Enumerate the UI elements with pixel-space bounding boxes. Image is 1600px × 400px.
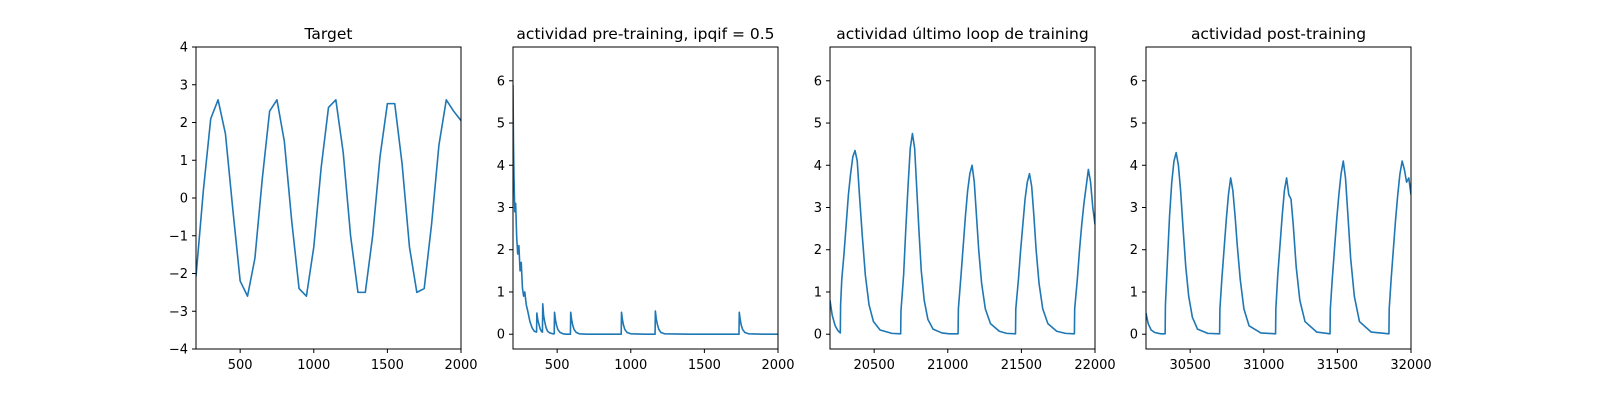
- y-tick-label: 3: [814, 201, 822, 216]
- y-tick-label: 0: [1130, 328, 1138, 343]
- y-tick-label: 2: [1130, 243, 1138, 258]
- y-tick-label: 1: [814, 285, 822, 300]
- x-tick-label: 500: [545, 358, 570, 373]
- y-tick-label: 2: [497, 243, 505, 258]
- chart-panel-2: 500 1000 1500 2000 0 1 2 3 4 5 6 actividad pre-trai…: [497, 25, 795, 373]
- y-tick-label: −3: [169, 305, 188, 320]
- y-tick-label: 3: [180, 78, 188, 93]
- y-tick-label: 6: [814, 74, 822, 89]
- axes-frame: [829, 46, 1096, 350]
- x-tick-label: 2000: [444, 358, 477, 373]
- y-tick-label: 1: [1130, 285, 1138, 300]
- series-line-1: [1146, 151, 1411, 335]
- chart-panel-1: 500 1000 1500 2000 −4 −3 −2 −1 0 1 2 3 4 Target: [169, 25, 478, 373]
- y-tick-label: 1: [497, 285, 505, 300]
- y-tick-label: 5: [814, 117, 822, 132]
- x-tick-label: 31000: [1243, 358, 1284, 373]
- y-tick-label: 4: [814, 159, 822, 174]
- y-tick-label: 0: [497, 328, 505, 343]
- y-tick-label: 2: [814, 243, 822, 258]
- x-tick-label: 30500: [1169, 358, 1210, 373]
- x-tick-label: 31500: [1317, 358, 1358, 373]
- chart-title: actividad último loop de training: [836, 25, 1088, 43]
- axes-frame: [512, 46, 779, 350]
- axes-frame: [1145, 46, 1412, 350]
- y-tick-label: 0: [814, 328, 822, 343]
- chart-panel-4: 30500 31000 31500 32000 0 1 2 3 4 5 6 actividad pos…: [1130, 25, 1432, 373]
- chart-title: actividad post-training: [1191, 25, 1366, 43]
- series-line-1: [513, 85, 778, 336]
- y-tick-label: 1: [180, 154, 188, 169]
- axes-frame: [195, 46, 462, 350]
- x-tick-label: 2000: [761, 358, 794, 373]
- chart-title: Target: [304, 25, 353, 43]
- chart-panel-3: 20500 21000 21500 22000 0 1 2 3 4 5 6 actividad últ…: [814, 25, 1116, 373]
- x-tick-label: 1500: [688, 358, 721, 373]
- x-tick-label: 1000: [297, 358, 330, 373]
- x-tick-label: 500: [228, 358, 253, 373]
- y-tick-label: 0: [180, 192, 188, 207]
- y-tick-label: 5: [497, 117, 505, 132]
- y-tick-label: 3: [497, 201, 505, 216]
- y-tick-label: 4: [497, 159, 505, 174]
- series-line-1: [196, 99, 461, 297]
- y-tick-label: −4: [169, 343, 188, 358]
- y-tick-label: −1: [169, 229, 188, 244]
- y-tick-label: 2: [180, 116, 188, 131]
- y-tick-label: 6: [497, 74, 505, 89]
- x-tick-label: 32000: [1390, 358, 1431, 373]
- y-tick-label: 3: [1130, 201, 1138, 216]
- y-tick-label: −2: [169, 267, 188, 282]
- y-tick-label: 6: [1130, 74, 1138, 89]
- chart-title: actividad pre-training, ipqif = 0.5: [516, 25, 774, 43]
- y-tick-label: 5: [1130, 117, 1138, 132]
- x-tick-label: 21500: [1001, 358, 1042, 373]
- x-tick-label: 22000: [1074, 358, 1115, 373]
- x-tick-label: 20500: [853, 358, 894, 373]
- series-line-1: [830, 132, 1095, 335]
- y-tick-label: 4: [1130, 159, 1138, 174]
- x-tick-label: 21000: [927, 358, 968, 373]
- x-tick-label: 1500: [371, 358, 404, 373]
- x-tick-label: 1000: [614, 358, 647, 373]
- y-tick-label: 4: [180, 41, 188, 56]
